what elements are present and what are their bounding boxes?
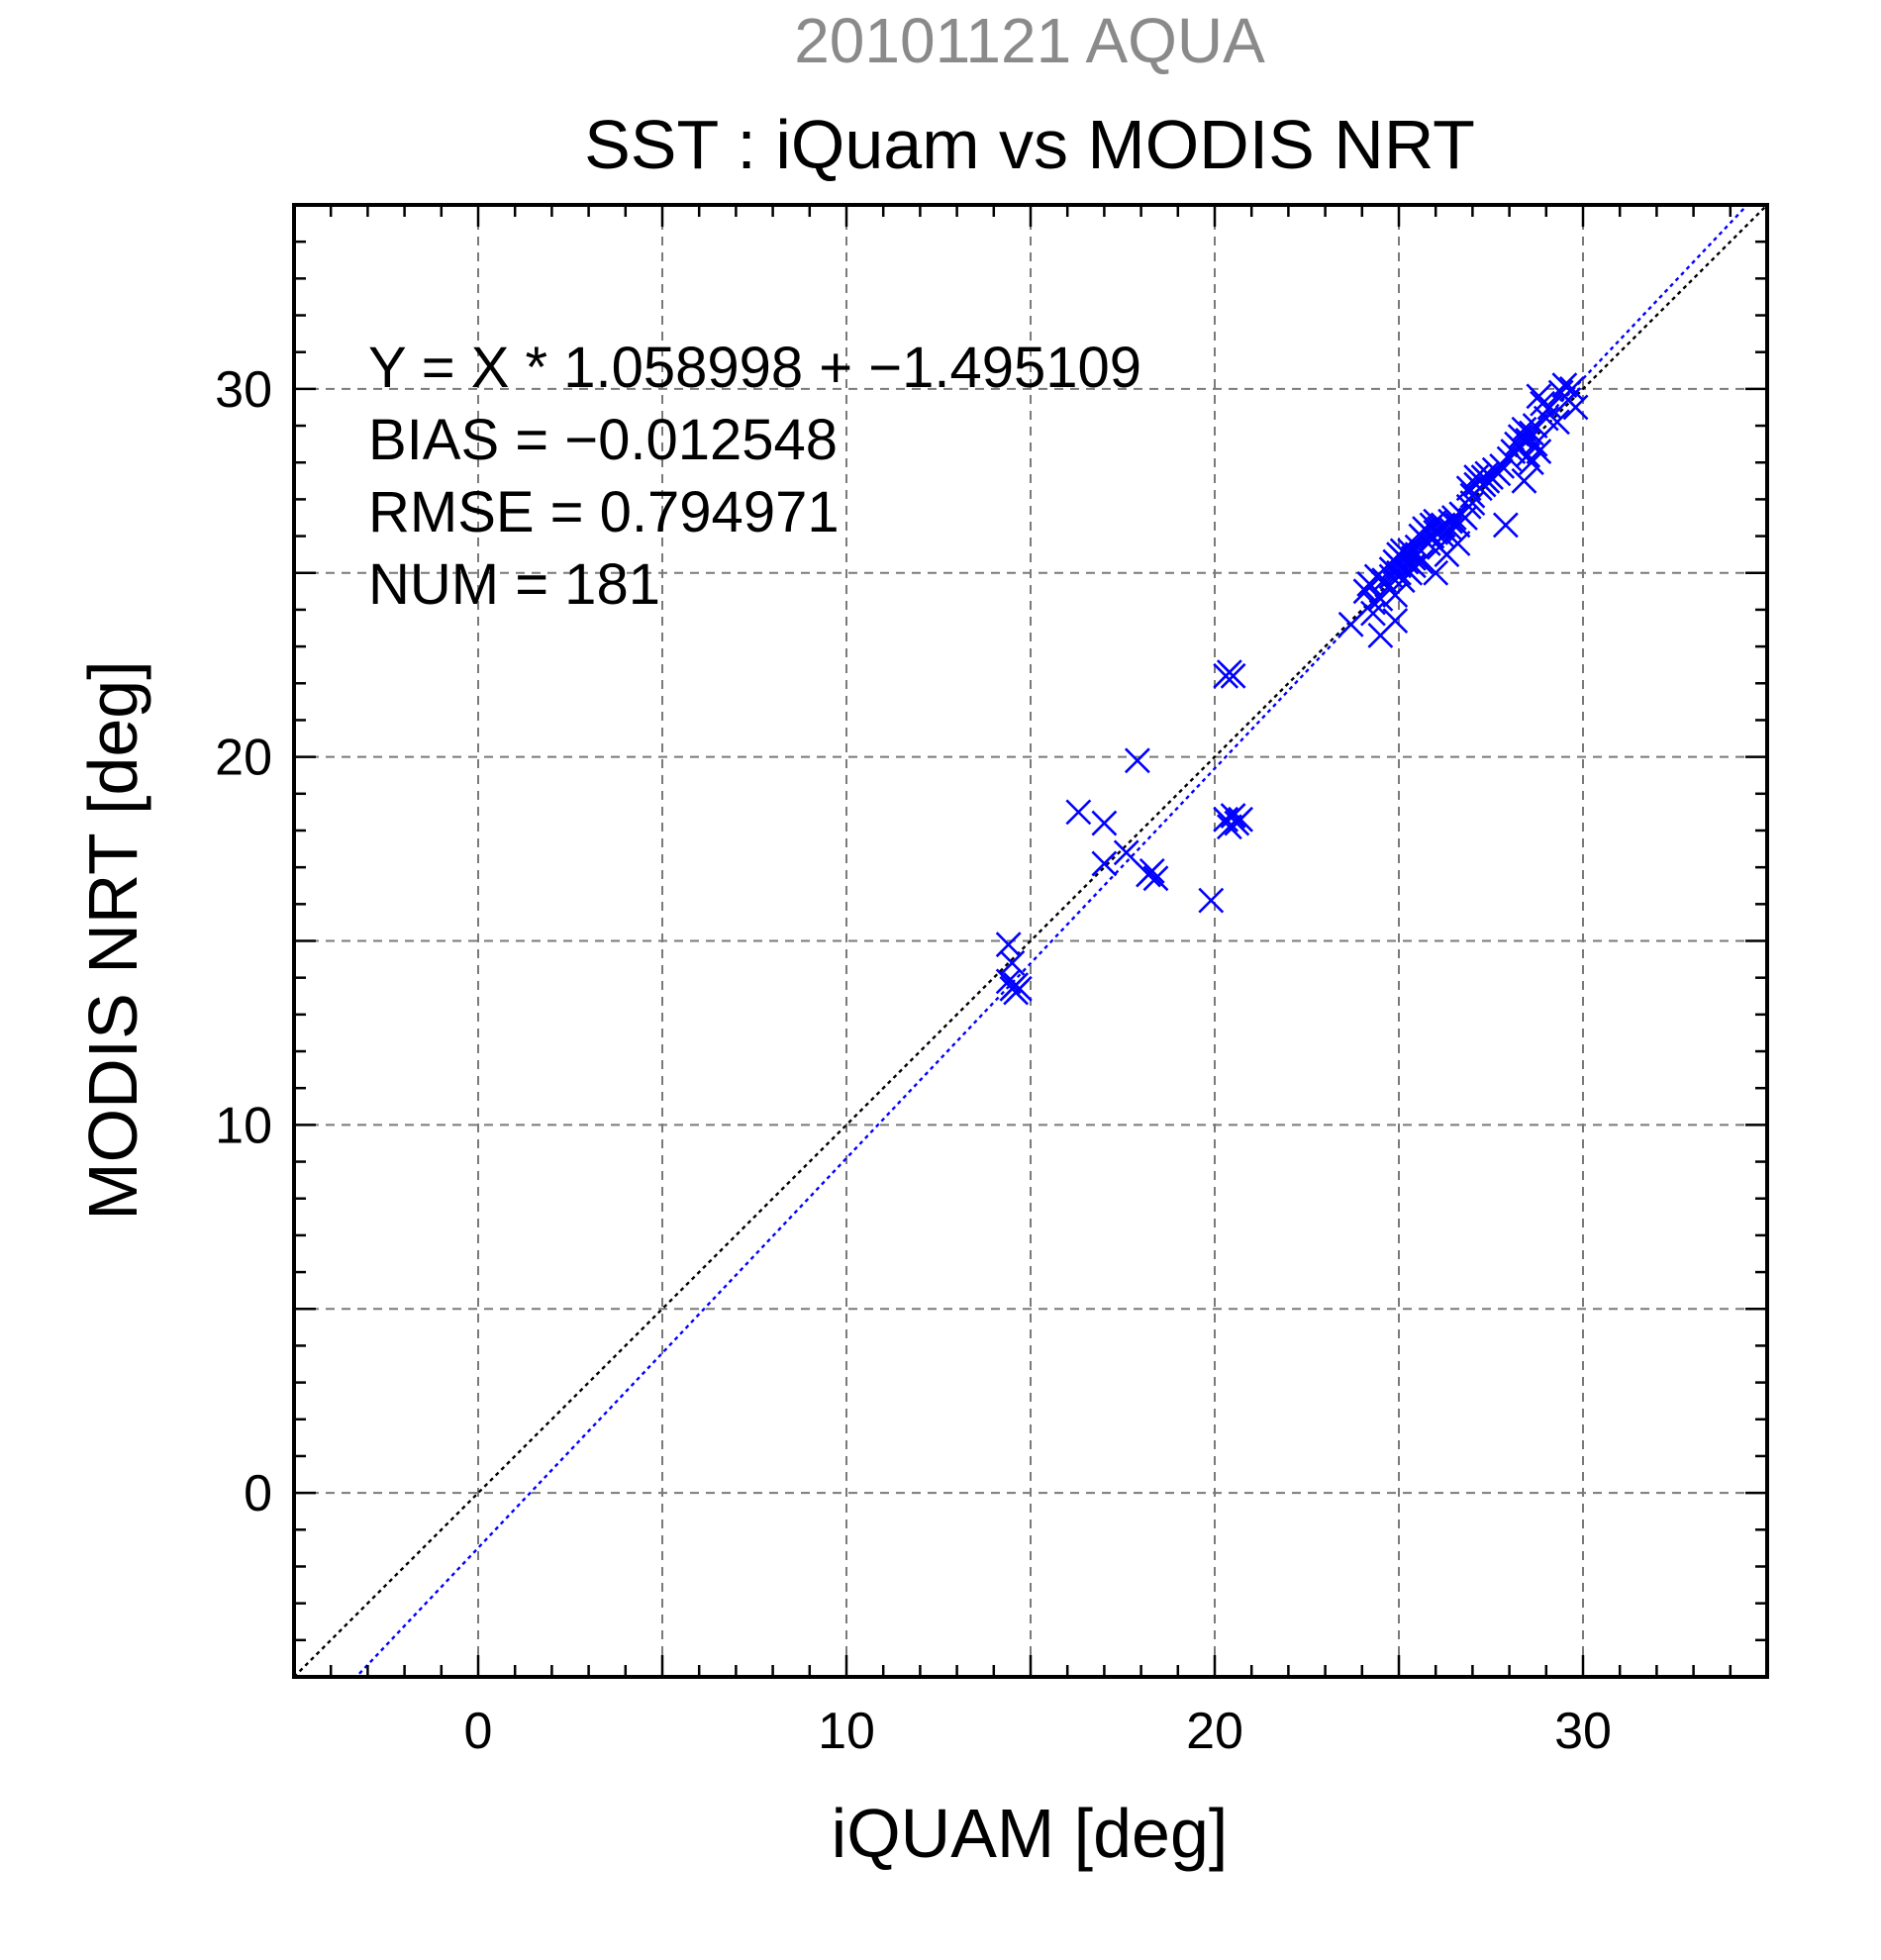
data-point bbox=[999, 949, 1026, 976]
data-point bbox=[1065, 799, 1092, 826]
data-point bbox=[1522, 413, 1548, 439]
data-point bbox=[995, 931, 1022, 958]
data-point bbox=[1408, 548, 1435, 575]
data-point bbox=[1526, 439, 1552, 464]
x-tick-label: 0 bbox=[464, 1703, 493, 1760]
data-point bbox=[1138, 857, 1165, 884]
data-point bbox=[1003, 972, 1030, 999]
grid-lines bbox=[294, 205, 1767, 1677]
y-axis-label: MODIS NRT [deg] bbox=[74, 660, 151, 1220]
data-point bbox=[1485, 460, 1512, 487]
data-point bbox=[1220, 803, 1246, 830]
data-point bbox=[1440, 505, 1467, 531]
x-axis-label: iQUAM [deg] bbox=[832, 1795, 1229, 1872]
data-point bbox=[1228, 806, 1253, 833]
y-tick-label: 0 bbox=[244, 1465, 272, 1522]
chart-subtitle: 20101121 AQUA bbox=[794, 5, 1265, 76]
data-point bbox=[1382, 582, 1409, 608]
annotation-line: NUM = 181 bbox=[368, 552, 660, 617]
data-point bbox=[1536, 394, 1563, 421]
data-point bbox=[1198, 887, 1225, 914]
data-point bbox=[1382, 608, 1409, 634]
data-point bbox=[1455, 475, 1482, 502]
data-point bbox=[1492, 512, 1519, 539]
data-point bbox=[1124, 747, 1150, 774]
y-tick-label: 10 bbox=[215, 1097, 272, 1154]
data-points bbox=[995, 372, 1589, 1006]
data-point bbox=[1091, 810, 1118, 836]
data-point bbox=[1551, 372, 1578, 399]
data-point bbox=[1444, 531, 1471, 556]
annotation-line: Y = X * 1.058998 + −1.495109 bbox=[368, 336, 1141, 400]
x-tick-label: 20 bbox=[1186, 1703, 1243, 1760]
annotation-line: BIAS = −0.012548 bbox=[368, 408, 838, 472]
data-point bbox=[1220, 662, 1246, 689]
y-tick-label: 30 bbox=[215, 361, 272, 419]
data-point bbox=[1530, 390, 1555, 417]
data-point bbox=[1113, 839, 1139, 866]
statistics-annotation: Y = X * 1.058998 + −1.495109 BIAS = −0.01… bbox=[368, 336, 1141, 617]
annotation-line: RMSE = 0.794971 bbox=[368, 480, 840, 544]
data-point bbox=[1522, 431, 1548, 457]
data-point bbox=[1423, 559, 1449, 586]
data-point bbox=[1337, 611, 1364, 637]
y-tick-label: 20 bbox=[215, 730, 272, 787]
data-point bbox=[995, 968, 1022, 995]
data-point bbox=[1091, 850, 1118, 877]
chart-title: SST : iQuam vs MODIS NRT bbox=[584, 106, 1475, 183]
x-tick-label: 30 bbox=[1554, 1703, 1612, 1760]
data-point bbox=[1360, 600, 1386, 627]
tick-labels: 0 10 20 30 0 10 20 30 bbox=[215, 361, 1612, 1760]
data-point bbox=[1511, 467, 1537, 494]
x-tick-label: 10 bbox=[818, 1703, 875, 1760]
data-point bbox=[1352, 578, 1379, 605]
data-point bbox=[1562, 394, 1589, 421]
data-point bbox=[1142, 865, 1169, 892]
data-point bbox=[1544, 409, 1570, 436]
fit-line bbox=[354, 205, 1749, 1677]
plot-frame bbox=[292, 203, 1769, 1679]
